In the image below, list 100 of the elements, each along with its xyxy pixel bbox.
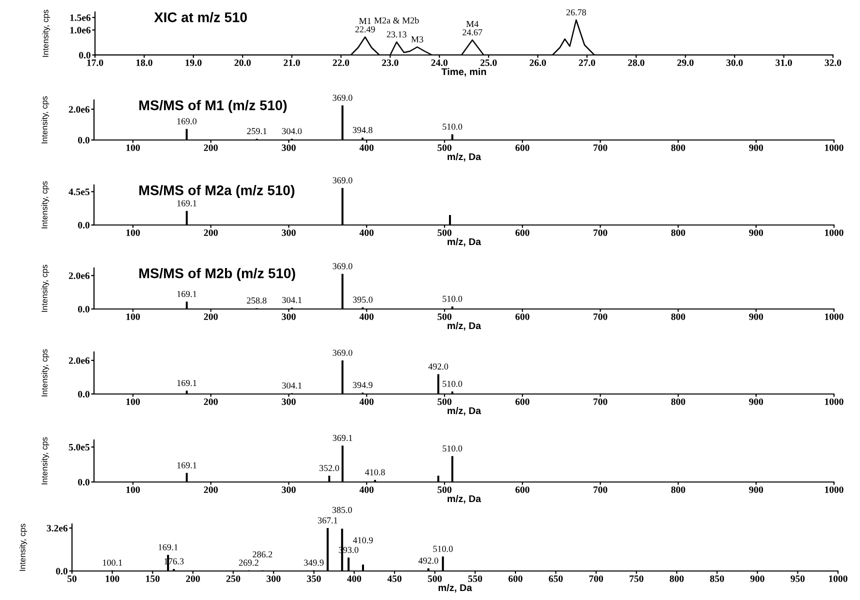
y-tick-label: 1.0e6 — [70, 26, 91, 34]
x-tick-label: 100 — [126, 229, 140, 236]
x-tick-label: 19.0 — [186, 59, 202, 66]
annotation: 369.0 — [332, 94, 352, 101]
x-tick-label: 100 — [126, 144, 140, 152]
x-tick-label: 650 — [548, 575, 563, 582]
x-tick-label: 100 — [126, 398, 140, 406]
x-tick-label: 150 — [146, 575, 160, 582]
x-tick-label: 500 — [438, 486, 452, 494]
x-tick-label: 600 — [515, 313, 530, 320]
x-tick-label: 400 — [359, 229, 374, 236]
x-axis-title: m/z, Da — [448, 238, 482, 247]
x-tick-label: 500 — [438, 313, 452, 320]
x-tick-label: 700 — [594, 229, 608, 236]
x-tick-label: 900 — [749, 313, 764, 320]
chart-title: MS/MS of M2a (m/z 510) — [139, 185, 294, 198]
x-tick-label: 400 — [359, 144, 374, 152]
x-tick-label: 550 — [468, 575, 482, 582]
x-tick-label: 300 — [266, 575, 280, 582]
annotation: 304.1 — [282, 296, 302, 304]
x-tick-label: 200 — [186, 575, 200, 582]
annotation: 395.0 — [353, 296, 373, 303]
annotation: 304.0 — [282, 128, 302, 134]
annotation: 385.0 — [332, 506, 352, 514]
x-tick-label: 800 — [671, 229, 686, 236]
x-tick-label: 500 — [438, 144, 452, 152]
y-axis-title: Intensity, cps — [41, 96, 50, 144]
annotation: 349.9 — [304, 560, 324, 566]
x-tick-label: 400 — [359, 486, 374, 494]
annotation: M3 — [411, 36, 424, 42]
x-tick-label: 100 — [126, 313, 140, 320]
x-tick-label: 23.0 — [382, 59, 398, 66]
y-axis-title: Intensity, cps — [41, 181, 50, 228]
x-tick-label: 350 — [306, 575, 321, 582]
x-tick-label: 300 — [282, 144, 296, 152]
x-tick-label: 1000 — [825, 486, 844, 494]
x-tick-label: 700 — [594, 486, 608, 494]
x-tick-label: 600 — [515, 486, 530, 494]
x-tick-label: 24.0 — [431, 59, 448, 66]
annotation: 258.8 — [246, 297, 266, 304]
annotation: 23.13 — [386, 31, 406, 38]
x-tick-label: 900 — [749, 486, 764, 494]
x-tick-label: 800 — [671, 144, 686, 152]
y-axis-title: Intensity, cps — [41, 264, 50, 312]
y-axis-title: Intensity, cps — [19, 524, 28, 571]
x-tick-label: 200 — [204, 313, 218, 320]
x-tick-label: 900 — [749, 398, 764, 406]
x-tick-label: 850 — [710, 575, 724, 582]
y-tick-label: 2.0e6 — [68, 272, 90, 280]
x-tick-label: 26.0 — [530, 59, 546, 66]
y-tick-label: 3.2e6 — [46, 524, 68, 532]
x-tick-label: 750 — [630, 575, 644, 582]
x-tick-label: 100 — [126, 486, 140, 494]
annotation: 510.0 — [442, 296, 462, 302]
x-tick-label: 250 — [226, 575, 240, 582]
x-tick-label: 32.0 — [824, 59, 842, 66]
x-tick-label: 400 — [359, 398, 374, 406]
annotation: 510.0 — [442, 124, 462, 130]
y-tick-label: 2.0e6 — [68, 357, 90, 364]
annotation: 367.1 — [318, 517, 338, 524]
annotation: 492.0 — [428, 363, 448, 370]
x-tick-label: 200 — [204, 144, 218, 152]
x-tick-label: 1000 — [829, 575, 848, 582]
annotation: M1 — [359, 18, 371, 24]
x-tick-label: 450 — [387, 575, 402, 582]
y-axis-title: Intensity, cps — [41, 437, 50, 484]
annotation: 286.2 — [252, 551, 272, 558]
x-tick-label: 600 — [515, 144, 530, 152]
y-tick-label: 0.0 — [78, 222, 90, 229]
y-tick-label: 0.0 — [56, 568, 68, 575]
x-tick-label: 1000 — [825, 144, 844, 152]
x-tick-label: 300 — [282, 229, 296, 236]
annotation: 169.1 — [177, 380, 196, 386]
y-tick-label: 0.0 — [78, 136, 90, 144]
x-tick-label: 1000 — [825, 398, 844, 406]
x-tick-label: 1000 — [825, 313, 844, 320]
x-tick-label: 400 — [359, 313, 374, 320]
x-axis-title: m/z, Da — [448, 322, 482, 331]
annotation: 169.1 — [158, 544, 178, 550]
x-tick-label: 700 — [594, 144, 608, 152]
y-tick-label: 0.0 — [78, 478, 90, 486]
x-tick-label: 22.0 — [332, 59, 350, 66]
x-tick-label: 29.0 — [677, 59, 694, 66]
annotation: 492.0 — [418, 558, 438, 564]
x-tick-label: 500 — [428, 575, 442, 582]
x-axis-title: m/z, Da — [448, 152, 482, 162]
annotation: 369.1 — [332, 434, 352, 442]
annotation: 352.0 — [320, 464, 340, 472]
chart-title: XIC at m/z 510 — [154, 12, 247, 22]
x-tick-label: 700 — [594, 313, 608, 320]
x-tick-label: 300 — [282, 398, 296, 406]
x-tick-label: 18.0 — [136, 59, 152, 66]
annotation: 510.0 — [433, 546, 453, 552]
x-tick-label: 100 — [106, 575, 120, 582]
y-tick-label: 5.0e5 — [68, 444, 90, 451]
annotation: 369.0 — [332, 350, 352, 356]
annotation: 259.1 — [247, 128, 266, 134]
annotation: 394.9 — [352, 382, 372, 388]
annotation: 269.2 — [238, 560, 258, 566]
x-tick-label: 300 — [282, 486, 296, 494]
